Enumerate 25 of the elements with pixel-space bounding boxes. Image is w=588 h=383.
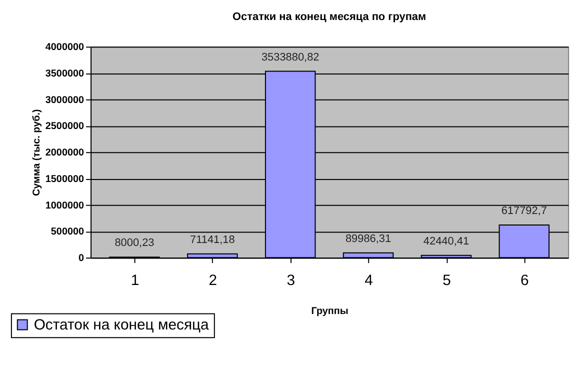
chart-title: Остатки на конец месяца по групам [232,10,426,23]
data-label: 8000,23 [114,237,154,250]
x-tick-label: 1 [130,272,140,289]
data-label: 42440,41 [423,235,470,248]
x-axis-title: Группы [311,306,348,317]
y-tick-label: 0 [78,253,85,264]
y-tick-label: 2500000 [45,121,85,132]
y-tick-label: 3500000 [45,68,85,80]
y-axis-title: Сумма (тыс. руб.) [31,109,42,196]
x-tick-label: 2 [208,272,218,289]
x-tick-label: 5 [442,272,451,289]
legend-label: Остаток на конец месяца [34,316,210,334]
x-tick-label: 3 [286,272,295,289]
data-label: 617792,7 [501,205,547,218]
data-label: 3533880,82 [261,51,320,64]
x-tick-label: 6 [520,272,529,289]
x-tick-label: 4 [364,272,373,289]
data-label: 89986,31 [345,232,392,245]
y-tick-label: 1500000 [45,174,85,185]
y-tick-label: 3000000 [45,94,85,106]
y-tick-label: 4000000 [45,42,85,54]
y-tick-label: 500000 [50,226,85,238]
y-tick-label: 1000000 [45,200,85,212]
y-tick-label: 2000000 [45,148,85,159]
data-label: 71141,18 [190,234,235,246]
